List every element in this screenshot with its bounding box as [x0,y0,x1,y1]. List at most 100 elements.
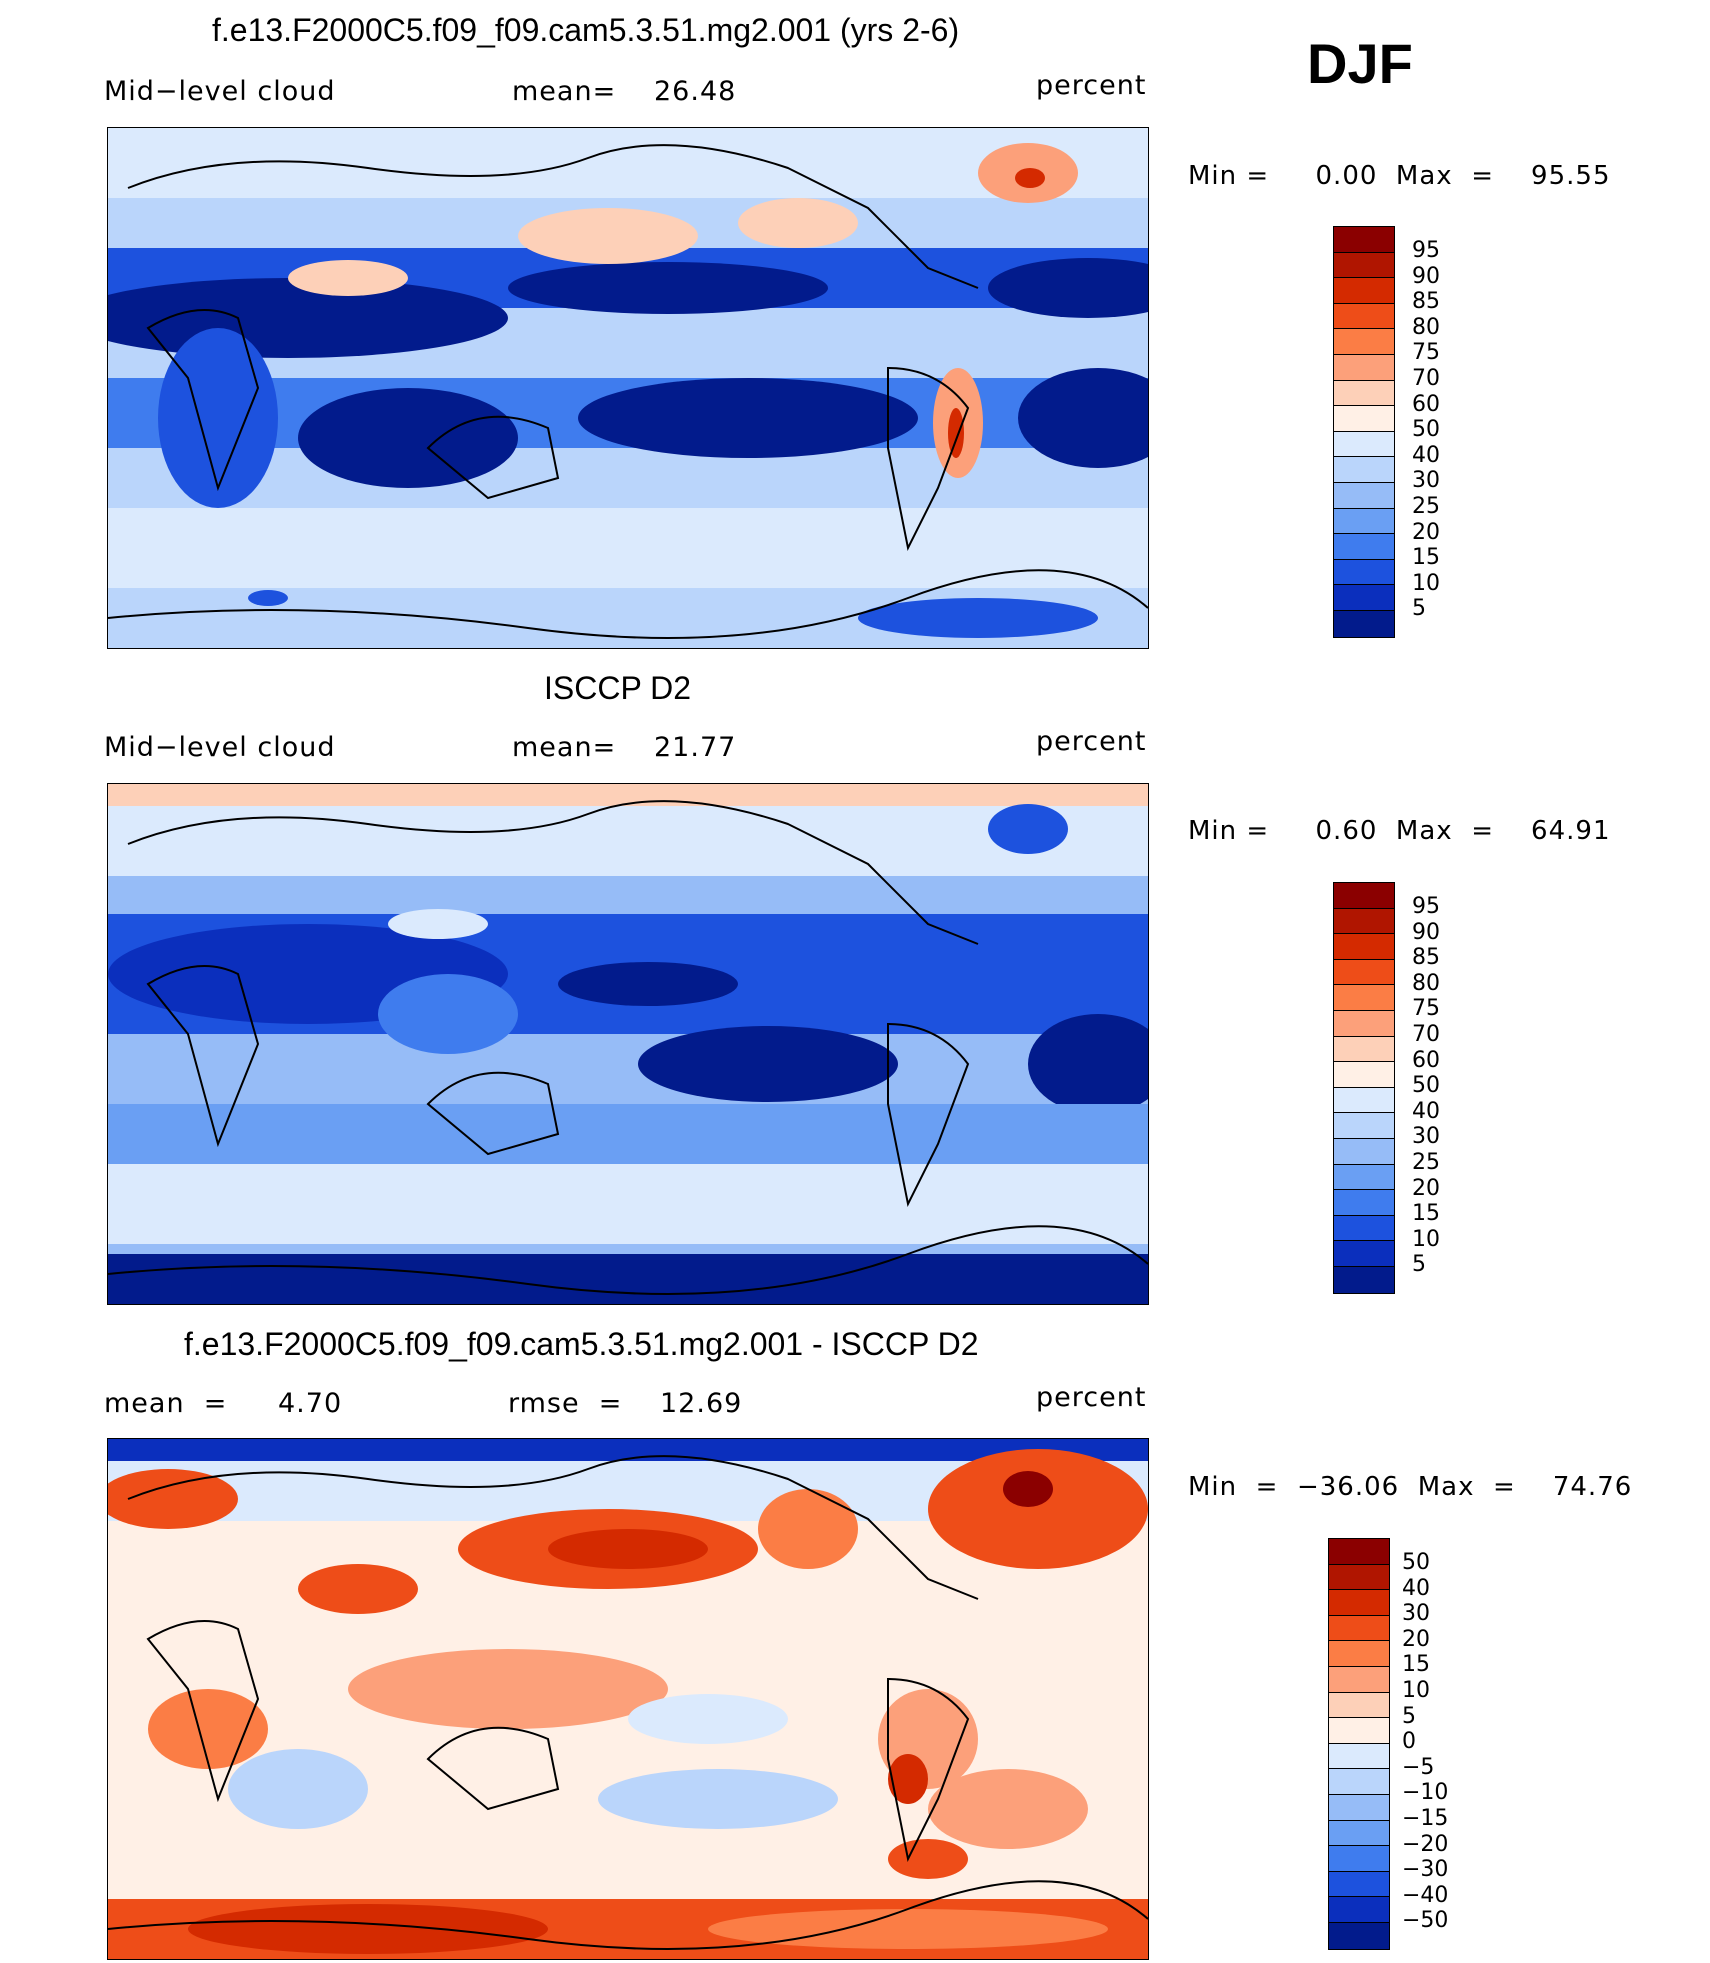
panel3-colorbar-tick-label: −40 [1402,1882,1449,1908]
panel2-colorbar-tick-label: 15 [1412,1201,1440,1227]
panel1-colorbar-tick-label: 25 [1412,494,1440,519]
panel1-variable-label: Mid−level cloud [104,76,336,107]
panel1-colorbar-cell [1334,278,1394,304]
panel3-colorbar-cell [1329,1718,1389,1744]
panel2-colorbar-tick-label: 70 [1412,1022,1440,1047]
panel3-mean-label: mean = [104,1388,228,1419]
panel3-colorbar-cell [1329,1615,1389,1642]
panel1-colorbar-cell [1334,329,1394,355]
panel2-colorbar-cell [1334,985,1394,1011]
panel3-colorbar-cell [1329,1897,1389,1923]
panel2-minmax: Min = 0.60 Max = 64.91 [1188,816,1611,846]
panel1-colorbar-cell [1334,457,1394,483]
panel2-colorbar-tick-label: 25 [1412,1150,1440,1175]
panel1-map [107,127,1149,649]
panel1-colorbar-cell [1334,610,1394,637]
panel3-colorbar-tick-label: −10 [1402,1780,1449,1806]
panel3-minmax: Min = −36.06 Max = 74.76 [1188,1472,1633,1502]
panel3-rmse-label: rmse = [508,1388,623,1419]
panel1-colorbar-tick-label: 60 [1412,391,1440,417]
panel2-colorbar-cell [1334,1241,1394,1267]
panel2-variable-label: Mid−level cloud [104,732,336,763]
panel2-colorbar-cell [1334,1062,1394,1088]
panel2-colorbar-cell [1334,1138,1394,1165]
panel2-colorbar-tick-label: 80 [1412,970,1440,996]
panel2-colorbar-cell [1334,934,1394,960]
panel3-colorbar-tick-label: −20 [1402,1831,1449,1857]
panel2-colorbar-tick-label: 20 [1412,1175,1440,1201]
panel1-colorbar-tick-label: 95 [1412,238,1440,263]
panel2-colorbar-cells [1334,883,1394,1293]
panel1-colorbar-cell [1334,534,1394,560]
panel1-colorbar-tick-label: 10 [1412,570,1440,596]
panel3-colorbar-tick-label: −5 [1402,1754,1435,1780]
panel1-colorbar-tick-label: 70 [1412,366,1440,391]
panel1-colorbar-cell [1334,354,1394,381]
panel2-colorbar-cell [1334,1113,1394,1139]
panel1-units: percent [1036,70,1147,101]
panel3-colorbar-tick-label: −30 [1402,1857,1449,1883]
panel3-colorbar-tick-label: 10 [1402,1678,1430,1703]
panel2-colorbar-cell [1334,1266,1394,1293]
panel2-colorbar-cell [1334,1164,1394,1191]
panel1-mean-value: 26.48 [654,76,737,107]
panel1-colorbar [1333,226,1395,638]
panel2-colorbar-cell [1334,1215,1394,1242]
panel3-colorbar [1328,1538,1390,1950]
panel2-colorbar-tick-label: 95 [1412,894,1440,919]
panel2-colorbar-cell [1334,883,1394,909]
panel3-colorbar-cell [1329,1846,1389,1872]
panel3-colorbar-cell [1329,1564,1389,1591]
panel3-colorbar-tick-label: 30 [1402,1601,1430,1627]
panel2-colorbar-cell [1334,1087,1394,1114]
panel2-colorbar-tick-label: 10 [1412,1226,1440,1252]
panel3-colorbar-cell [1329,1539,1389,1565]
panel1-colorbar-cell [1334,252,1394,279]
panel2-map [107,783,1149,1305]
panel2-colorbar-cell [1334,959,1394,986]
panel3-colorbar-cell [1329,1820,1389,1847]
panel3-colorbar-cell [1329,1794,1389,1821]
panel1-colorbar-tick-label: 15 [1412,545,1440,571]
panel3-colorbar-tick-label: −15 [1402,1806,1449,1831]
panel1-colorbar-cell [1334,380,1394,407]
panel1-colorbar-tick-label: 20 [1412,519,1440,545]
panel2-mean-value: 21.77 [654,732,737,763]
panel2-title: ISCCP D2 [544,670,692,706]
panel3-colorbar-tick-label: 15 [1402,1652,1430,1678]
panel2-colorbar-tick-label: 30 [1412,1124,1440,1150]
panel3-colorbar-cell [1329,1692,1389,1719]
panel1-colorbar-cell [1334,303,1394,330]
panel3-colorbar-cell [1329,1743,1389,1770]
panel2-units: percent [1036,726,1147,757]
panel1-colorbar-tick-label: 80 [1412,314,1440,340]
panel1-colorbar-tick-label: 30 [1412,468,1440,494]
panel1-colorbar-cell [1334,482,1394,509]
panel1-colorbar-cell [1334,585,1394,611]
panel3-colorbar-tick-label: −50 [1402,1908,1449,1934]
panel1-mean-label: mean= [512,76,617,107]
season-label: DJF [1307,32,1413,95]
panel2-colorbar-cell [1334,1036,1394,1063]
panel1-colorbar-cell [1334,406,1394,432]
panel2-colorbar-tick-label: 90 [1412,919,1440,945]
panel1-colorbar-cell [1334,227,1394,253]
panel3-colorbar-cell [1329,1871,1389,1898]
panel2-colorbar-tick-label: 5 [1412,1252,1426,1278]
panel3-colorbar-tick-label: 0 [1402,1729,1416,1755]
panel1-colorbar-tick-label: 5 [1412,596,1426,622]
panel2-colorbar-tick-label: 85 [1412,945,1440,971]
panel3-mean-value: 4.70 [278,1388,343,1419]
panel3-colorbar-cells [1329,1539,1389,1949]
panel2-colorbar-cell [1334,1010,1394,1037]
panel3-colorbar-tick-label: 20 [1402,1626,1430,1652]
panel2-colorbar-tick-label: 40 [1412,1098,1440,1124]
panel1-colorbar-cell [1334,431,1394,458]
panel1-colorbar-cells [1334,227,1394,637]
panel1-colorbar-tick-label: 40 [1412,442,1440,468]
panel3-colorbar-tick-label: 40 [1402,1575,1430,1601]
panel2-colorbar-cell [1334,1190,1394,1216]
panel1-title: f.e13.F2000C5.f09_f09.cam5.3.51.mg2.001 … [212,12,960,48]
panel1-colorbar-tick-label: 90 [1412,263,1440,289]
panel3-title: f.e13.F2000C5.f09_f09.cam5.3.51.mg2.001 … [184,1326,979,1362]
